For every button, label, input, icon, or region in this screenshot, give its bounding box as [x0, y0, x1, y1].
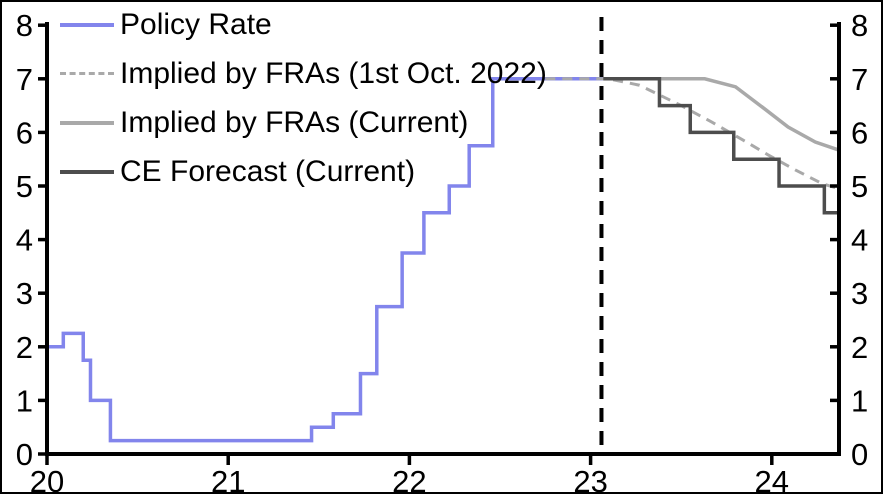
ce-forecast-line	[603, 77, 839, 215]
x-axis-label: 21	[211, 464, 245, 492]
y-axis-label-left: 5	[16, 169, 33, 204]
y-axis-label-left: 2	[16, 330, 33, 365]
x-axis-label: 24	[755, 464, 789, 492]
legend-label-implied-fras-current: Implied by FRAs (Current)	[120, 105, 469, 139]
legend-item-policy-rate: Policy Rate	[60, 8, 547, 41]
legend-label-policy-rate: Policy Rate	[120, 7, 272, 41]
chart-legend: Policy Rate Implied by FRAs (1st Oct. 20…	[60, 8, 547, 188]
policy-rate-line	[47, 77, 604, 443]
y-axis-label-left: 4	[16, 223, 33, 258]
implied-fras-current-line	[603, 77, 840, 152]
y-axis-label-right: 7	[851, 62, 868, 97]
y-axis-label-left: 0	[16, 437, 33, 472]
y-axis-label-left: 1	[16, 383, 33, 418]
y-axis-label-right: 4	[851, 223, 868, 258]
legend-label-implied-fras-oct-2022: Implied by FRAs (1st Oct. 2022)	[120, 56, 547, 90]
legend-item-implied-fras-current: Implied by FRAs (Current)	[60, 106, 547, 139]
y-axis-label-right: 6	[851, 115, 868, 150]
y-axis-label-left: 6	[16, 115, 33, 150]
y-axis-label-right: 3	[851, 276, 868, 311]
y-axis-label-left: 8	[16, 8, 33, 43]
y-axis-label-right: 8	[851, 8, 868, 43]
legend-label-ce-forecast: CE Forecast (Current)	[120, 154, 416, 188]
legend-item-ce-forecast: CE Forecast (Current)	[60, 155, 547, 188]
y-axis-label-left: 7	[16, 62, 33, 97]
policy-rate-line-sample	[60, 22, 114, 27]
y-axis-label-right: 0	[851, 437, 868, 472]
implied-fras-oct-2022-line-sample	[60, 72, 114, 75]
y-axis-label-right: 5	[851, 169, 868, 204]
y-axis-label-right: 1	[851, 383, 868, 418]
legend-item-implied-fras-oct-2022: Implied by FRAs (1st Oct. 2022)	[60, 57, 547, 90]
ce-forecast-line-sample	[60, 169, 114, 174]
implied-fras-current-line-sample	[60, 120, 114, 125]
x-axis-label: 20	[30, 464, 64, 492]
x-axis-label: 23	[573, 464, 607, 492]
y-axis-label-left: 3	[16, 276, 33, 311]
y-axis-label-right: 2	[851, 330, 868, 365]
x-axis-label: 22	[392, 464, 426, 492]
